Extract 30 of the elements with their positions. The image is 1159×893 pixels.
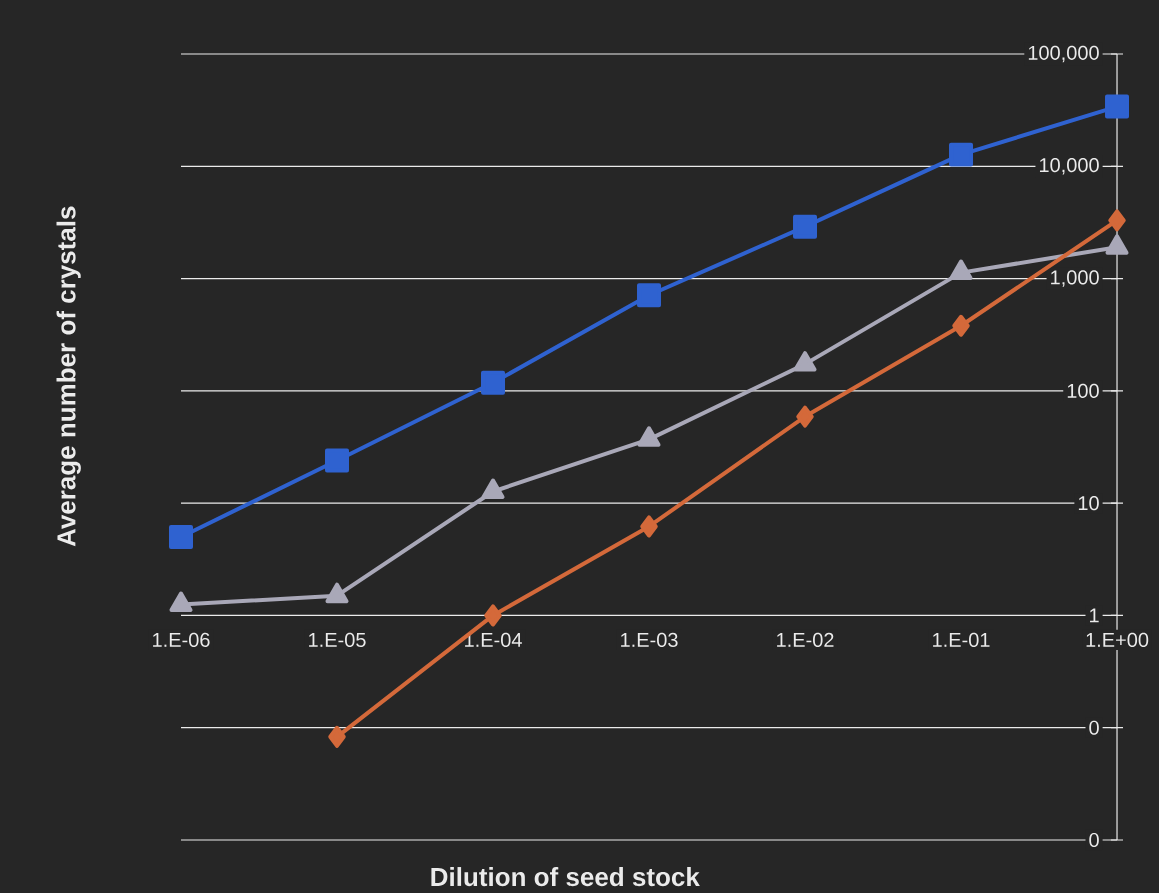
point [484, 604, 502, 627]
x-tick-label: 1.E-06 [153, 632, 210, 647]
x-tick-label: 1.E-04 [465, 632, 522, 647]
x-axis-title: Dilution of seed stock [431, 867, 700, 887]
x-tick-label: 1.E-05 [309, 632, 366, 647]
point [328, 725, 346, 748]
point [637, 283, 662, 308]
y-tick-label: 10 [1078, 496, 1099, 511]
y-tick-label: 0 [1089, 720, 1099, 735]
point [949, 142, 974, 167]
point [325, 448, 349, 473]
x-tick-label: 1.E-02 [777, 632, 834, 647]
point [796, 405, 814, 428]
y-tick-label: 100 [1067, 383, 1099, 398]
x-tick-label: 1.E+00 [1086, 632, 1149, 647]
point [793, 214, 818, 239]
point [481, 370, 506, 395]
y-tick-label: 1 [1090, 608, 1099, 623]
y-tick-label: 1,000 [1051, 270, 1099, 287]
point [640, 515, 658, 538]
y-tick-label: 10,000 [1039, 158, 1099, 175]
x-tick-label: 1.E-03 [621, 632, 678, 647]
point [169, 524, 194, 549]
point [1105, 94, 1130, 119]
y-axis-title: Average number of crystals [56, 206, 81, 547]
x-tick-label: 1.E-01 [933, 632, 990, 647]
y-tick-label: 100,000 [1028, 45, 1099, 63]
point [952, 314, 970, 337]
point [1108, 209, 1126, 232]
y-tick-label: 0 [1089, 832, 1099, 848]
